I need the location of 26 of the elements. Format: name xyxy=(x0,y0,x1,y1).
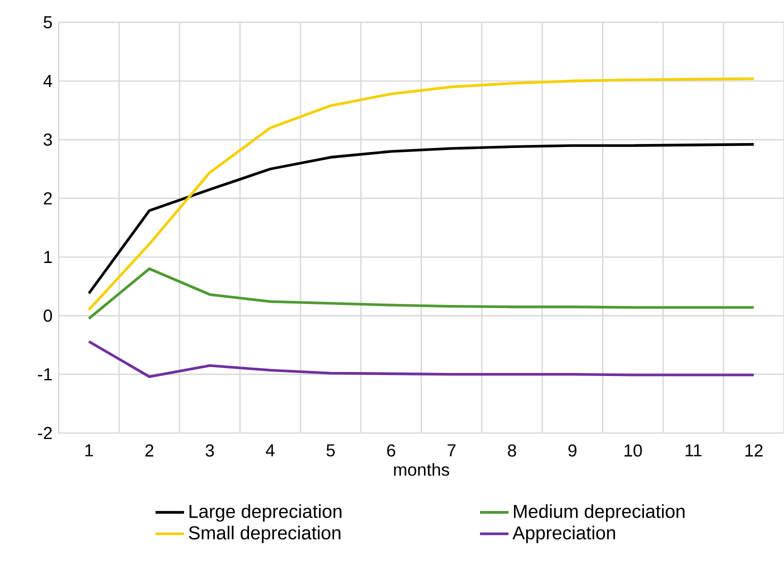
y-tick-label: 3 xyxy=(44,134,52,146)
x-tick-label: 4 xyxy=(266,444,275,456)
x-tick-label: 10 xyxy=(624,444,642,457)
legend-label: Medium depreciation xyxy=(514,504,684,522)
legend-label: Appreciation xyxy=(512,526,616,544)
x-tick-label: 8 xyxy=(508,444,516,457)
x-tick-label: 9 xyxy=(568,444,576,457)
x-axis-title: months xyxy=(394,463,450,476)
y-tick-label: -2 xyxy=(38,426,52,440)
legend-label: Small depreciation xyxy=(188,526,340,544)
y-tick-label: 5 xyxy=(44,16,52,28)
x-tick-label: 12 xyxy=(745,444,763,456)
x-tick-label: 2 xyxy=(145,444,154,456)
y-tick-label: 4 xyxy=(43,75,52,87)
y-tick-label: -1 xyxy=(38,368,52,380)
legend-label: Large depreciation xyxy=(190,504,342,522)
x-tick-label: 1 xyxy=(85,444,93,456)
x-tick-label: 6 xyxy=(387,444,396,457)
y-tick-label: 0 xyxy=(44,310,52,322)
y-tick-label: 1 xyxy=(44,251,52,263)
line-series xyxy=(88,77,756,312)
x-tick-label: 3 xyxy=(206,444,214,457)
y-tick-label: 2 xyxy=(44,192,52,204)
x-tick-label: 11 xyxy=(686,444,702,456)
x-tick-label: 5 xyxy=(326,444,335,456)
x-tick-label: 7 xyxy=(448,444,456,456)
